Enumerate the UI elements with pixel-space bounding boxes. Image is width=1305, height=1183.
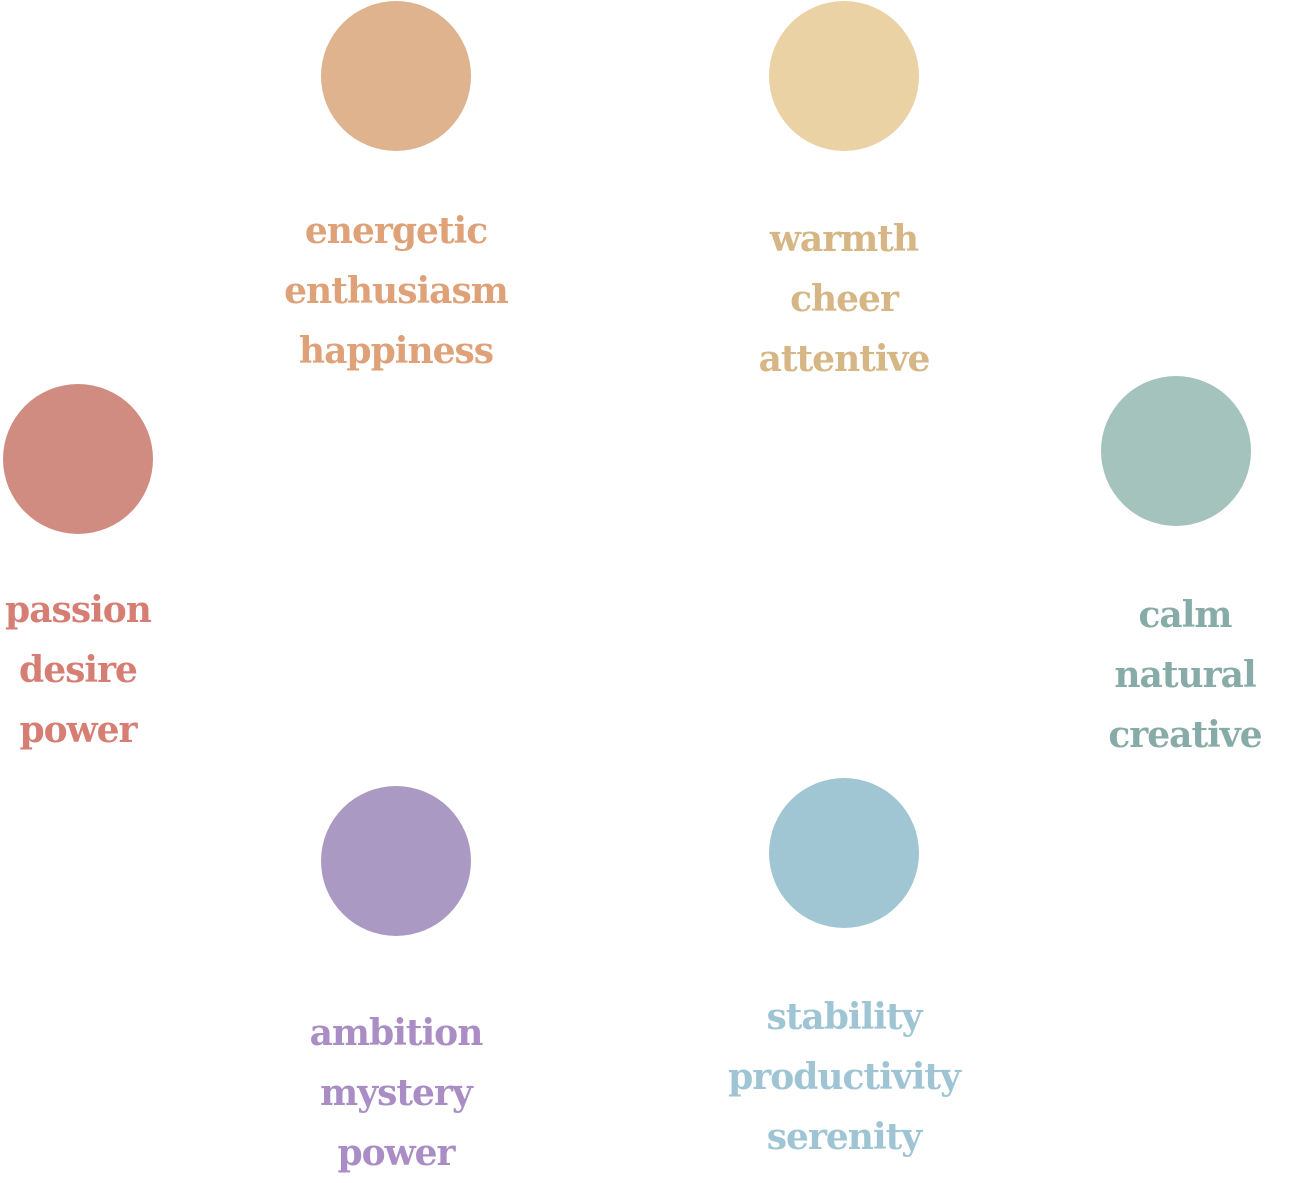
word-stability: stability (766, 996, 923, 1038)
orange-color-circle (321, 1, 471, 151)
word-passion: passion (5, 589, 152, 631)
purple-word-list: ambition mystery power (236, 1003, 556, 1183)
word-happiness: happiness (298, 330, 494, 372)
red-color-circle (3, 384, 153, 534)
green-color-circle (1101, 376, 1251, 526)
word-serenity: serenity (766, 1116, 922, 1158)
blue-color-circle (769, 778, 919, 928)
word-power: power (337, 1132, 455, 1174)
word-desire: desire (19, 649, 138, 691)
red-word-list: passion desire power (0, 580, 238, 760)
word-warmth: warmth (769, 218, 919, 260)
blue-word-list: stability productivity serenity (684, 987, 1004, 1167)
word-productivity: productivity (728, 1056, 961, 1098)
word-calm: calm (1138, 594, 1232, 636)
orange-word-list: energetic enthusiasm happiness (236, 201, 556, 381)
yellow-color-circle (769, 1, 919, 151)
word-creative: creative (1108, 714, 1262, 756)
word-enthusiasm: enthusiasm (284, 270, 509, 312)
word-power: power (19, 709, 137, 751)
purple-color-circle (321, 786, 471, 936)
word-attentive: attentive (758, 338, 931, 380)
word-ambition: ambition (309, 1012, 484, 1054)
word-natural: natural (1114, 654, 1256, 696)
word-energetic: energetic (304, 210, 488, 252)
yellow-word-list: warmth cheer attentive (684, 209, 1004, 389)
word-cheer: cheer (790, 278, 899, 320)
word-mystery: mystery (320, 1072, 473, 1114)
green-word-list: calm natural creative (1025, 585, 1305, 765)
